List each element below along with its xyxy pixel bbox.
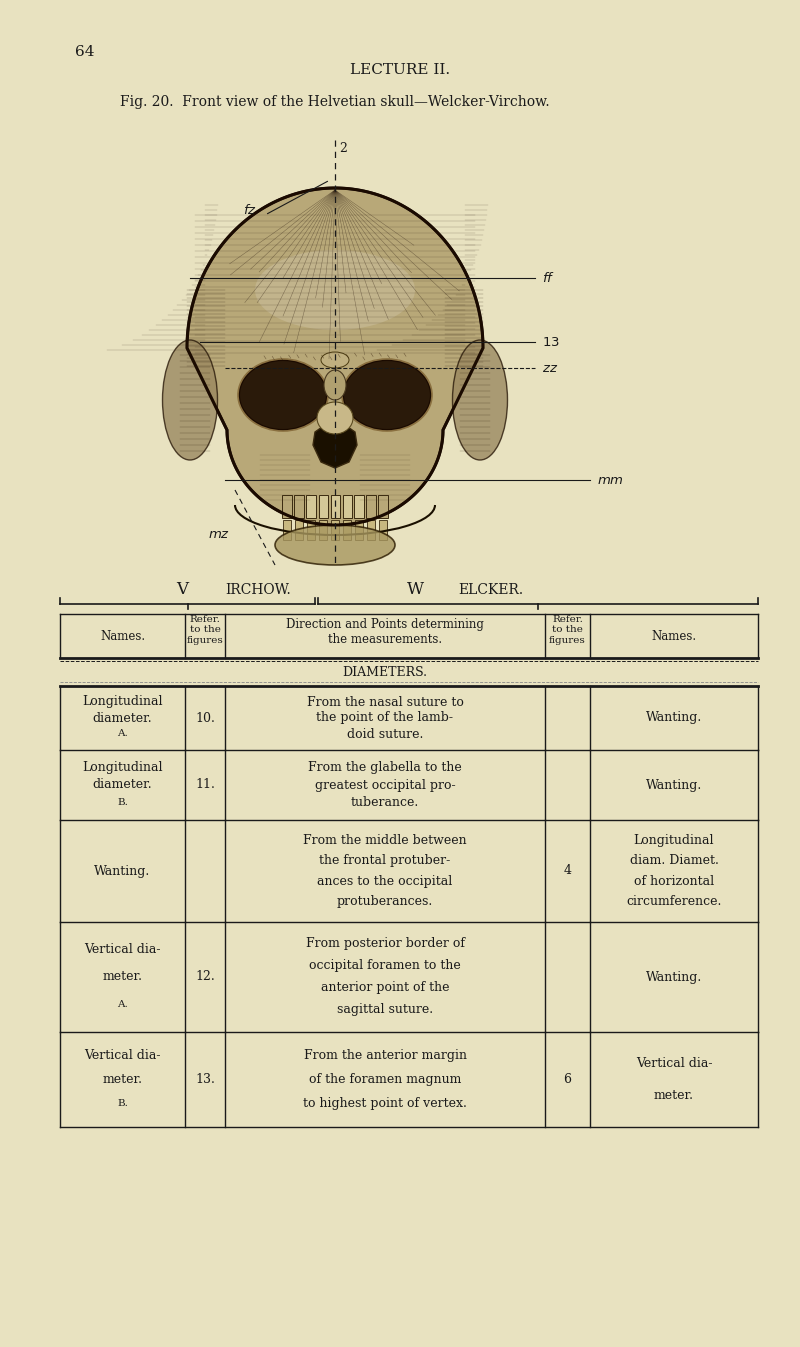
Text: DIAMETERS.: DIAMETERS. xyxy=(342,665,427,679)
Text: IRCHOW.: IRCHOW. xyxy=(225,583,290,597)
Text: $zz$: $zz$ xyxy=(542,361,558,374)
Text: Refer.
to the
figures: Refer. to the figures xyxy=(186,616,223,645)
Text: A.: A. xyxy=(117,999,128,1009)
Text: B.: B. xyxy=(117,1099,128,1107)
Text: circumference.: circumference. xyxy=(626,896,722,908)
Bar xyxy=(355,520,363,540)
Text: $mm$: $mm$ xyxy=(597,474,624,486)
Text: diam. Diamet.: diam. Diamet. xyxy=(630,854,718,867)
Polygon shape xyxy=(187,189,483,525)
Text: B.: B. xyxy=(117,797,128,807)
Text: tuberance.: tuberance. xyxy=(351,796,419,810)
Text: Longitudinal: Longitudinal xyxy=(634,834,714,847)
Polygon shape xyxy=(313,423,357,467)
Text: $ff$: $ff$ xyxy=(542,271,555,286)
Bar xyxy=(294,494,304,519)
Text: sagittal suture.: sagittal suture. xyxy=(337,1004,433,1017)
Bar xyxy=(319,520,327,540)
Bar xyxy=(343,520,351,540)
Text: Vertical dia-: Vertical dia- xyxy=(636,1057,712,1070)
Text: 2: 2 xyxy=(339,141,347,155)
Ellipse shape xyxy=(275,525,395,564)
Text: Longitudinal: Longitudinal xyxy=(82,761,162,775)
Text: meter.: meter. xyxy=(654,1088,694,1102)
Bar xyxy=(378,494,388,519)
Text: meter.: meter. xyxy=(102,970,142,983)
Text: From the anterior margin: From the anterior margin xyxy=(303,1049,466,1063)
Bar xyxy=(354,494,364,519)
Bar xyxy=(283,520,291,540)
Text: LECTURE II.: LECTURE II. xyxy=(350,63,450,77)
Text: ELCKER.: ELCKER. xyxy=(458,583,523,597)
Text: diameter.: diameter. xyxy=(93,711,152,725)
Text: 10.: 10. xyxy=(195,711,215,725)
Text: Vertical dia-: Vertical dia- xyxy=(84,943,161,956)
Text: of horizontal: of horizontal xyxy=(634,874,714,888)
Text: 12.: 12. xyxy=(195,970,215,983)
Ellipse shape xyxy=(255,251,415,330)
Text: of the foramen magnum: of the foramen magnum xyxy=(309,1074,461,1086)
Text: Vertical dia-: Vertical dia- xyxy=(84,1049,161,1063)
Text: doid suture.: doid suture. xyxy=(347,727,423,741)
Bar xyxy=(343,494,352,519)
Ellipse shape xyxy=(317,401,353,434)
Text: 4: 4 xyxy=(563,865,571,877)
Text: 6: 6 xyxy=(563,1074,571,1086)
Text: Wanting.: Wanting. xyxy=(646,779,702,792)
Text: Refer.
to the
figures: Refer. to the figures xyxy=(549,616,586,645)
Text: $13$: $13$ xyxy=(542,335,560,349)
Text: greatest occipital pro-: greatest occipital pro- xyxy=(314,779,455,792)
Text: the point of the lamb-: the point of the lamb- xyxy=(317,711,454,725)
Text: From the middle between: From the middle between xyxy=(303,834,467,847)
Bar xyxy=(366,494,376,519)
Text: From the nasal suture to: From the nasal suture to xyxy=(306,695,463,709)
Text: 64: 64 xyxy=(75,44,94,59)
Text: Names.: Names. xyxy=(100,629,145,643)
Text: V: V xyxy=(176,582,188,598)
Bar xyxy=(379,520,387,540)
Bar xyxy=(367,520,375,540)
Text: meter.: meter. xyxy=(102,1074,142,1086)
Text: Fig. 20.  Front view of the Helvetian skull—Welcker-Virchow.: Fig. 20. Front view of the Helvetian sku… xyxy=(120,96,550,109)
Text: the frontal protuber-: the frontal protuber- xyxy=(319,854,450,867)
Text: $fz$: $fz$ xyxy=(243,203,257,217)
Text: diameter.: diameter. xyxy=(93,779,152,792)
Bar xyxy=(295,520,303,540)
Bar xyxy=(307,520,315,540)
Text: From posterior border of: From posterior border of xyxy=(306,938,465,951)
Ellipse shape xyxy=(343,360,431,430)
Bar xyxy=(306,494,316,519)
Bar xyxy=(331,494,340,519)
Text: Wanting.: Wanting. xyxy=(646,970,702,983)
Ellipse shape xyxy=(321,352,349,368)
Text: W: W xyxy=(406,582,423,598)
Text: Longitudinal: Longitudinal xyxy=(82,695,162,709)
Text: protuberances.: protuberances. xyxy=(337,896,433,908)
Text: Wanting.: Wanting. xyxy=(646,711,702,725)
Ellipse shape xyxy=(239,360,327,430)
Text: 13.: 13. xyxy=(195,1074,215,1086)
Text: ances to the occipital: ances to the occipital xyxy=(318,874,453,888)
Ellipse shape xyxy=(453,339,507,459)
Text: $mz$: $mz$ xyxy=(208,528,230,541)
Text: Wanting.: Wanting. xyxy=(94,865,150,877)
Text: A.: A. xyxy=(117,730,128,738)
Text: From the glabella to the: From the glabella to the xyxy=(308,761,462,775)
Bar xyxy=(319,494,328,519)
Text: anterior point of the: anterior point of the xyxy=(321,982,450,994)
Bar xyxy=(282,494,292,519)
Text: to highest point of vertex.: to highest point of vertex. xyxy=(303,1096,467,1110)
Text: occipital foramen to the: occipital foramen to the xyxy=(309,959,461,973)
Text: Direction and Points determining
the measurements.: Direction and Points determining the mea… xyxy=(286,618,484,647)
Text: 11.: 11. xyxy=(195,779,215,792)
Text: Names.: Names. xyxy=(651,629,697,643)
Ellipse shape xyxy=(162,339,218,459)
Bar xyxy=(331,520,339,540)
Ellipse shape xyxy=(324,370,346,400)
